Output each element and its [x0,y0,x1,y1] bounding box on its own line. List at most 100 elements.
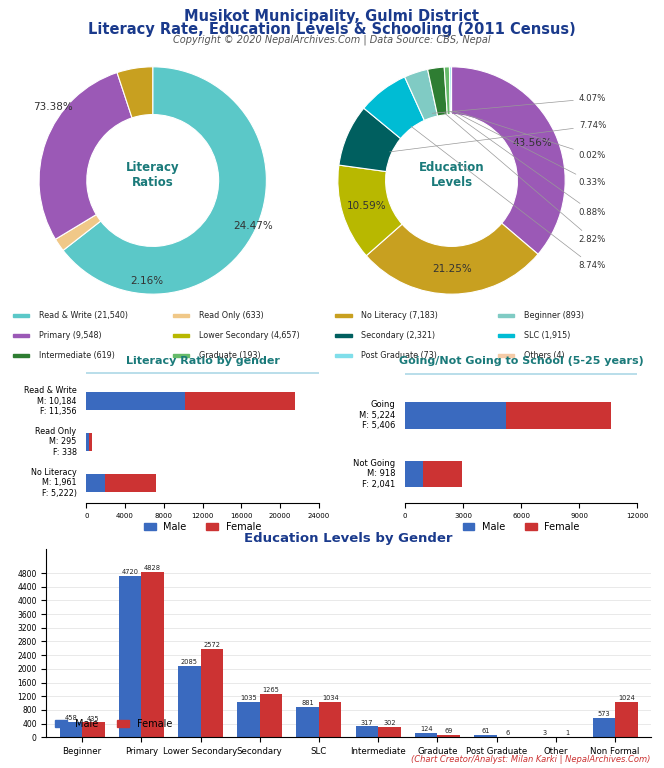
Bar [615,702,637,737]
Text: 2085: 2085 [181,659,198,665]
Text: Literacy
Ratios: Literacy Ratios [126,161,179,189]
Bar [335,334,351,337]
Wedge shape [364,77,424,138]
Bar [86,474,106,492]
Legend: Male, Female: Male, Female [140,518,265,536]
Text: Musikot Municipality, Gulmi District: Musikot Municipality, Gulmi District [185,9,479,25]
Bar [60,722,82,737]
Bar [185,392,295,410]
Bar [378,727,401,737]
Text: 3: 3 [542,730,546,737]
Bar [405,461,423,487]
Text: 0.02%: 0.02% [454,111,606,160]
Wedge shape [444,67,450,114]
Wedge shape [63,67,266,294]
Bar [82,723,104,737]
Bar [498,354,514,357]
Wedge shape [404,69,438,121]
Text: 573: 573 [598,711,610,717]
Text: No Literacy (7,183): No Literacy (7,183) [361,311,438,319]
Text: Intermediate (619): Intermediate (619) [39,351,115,360]
Text: 124: 124 [420,727,432,732]
Text: Beginner (893): Beginner (893) [524,311,584,319]
Text: 61: 61 [481,728,489,734]
Text: 6: 6 [506,730,510,737]
Title: Education Levels by Gender: Education Levels by Gender [244,532,453,545]
Bar [89,433,92,451]
Bar [335,313,351,317]
Text: 2.82%: 2.82% [444,112,606,244]
Text: 0.88%: 0.88% [451,111,606,217]
Bar [13,334,29,337]
Bar [13,354,29,357]
Bar [13,313,29,317]
Bar [498,334,514,337]
Text: 2572: 2572 [203,643,220,648]
Text: Read & Write (21,540): Read & Write (21,540) [39,311,128,319]
Title: Literacy Ratio by gender: Literacy Ratio by gender [125,356,280,366]
Legend: Male, Female: Male, Female [459,518,584,536]
Text: 317: 317 [361,720,373,726]
Wedge shape [55,214,101,250]
Bar [141,572,164,737]
Bar [296,707,319,737]
Bar [356,727,378,737]
Wedge shape [338,165,402,256]
Text: 881: 881 [301,700,314,707]
Bar [593,717,615,737]
Bar [498,313,514,317]
Text: 1: 1 [565,730,569,737]
Text: 1024: 1024 [618,695,635,701]
Text: 1265: 1265 [262,687,280,694]
Text: 458: 458 [64,715,77,720]
Bar [86,433,89,451]
Bar [415,733,438,737]
Bar [173,313,189,317]
Text: 4720: 4720 [122,569,139,575]
Text: (Chart Creator/Analyst: Milan Karki | NepalArchives.Com): (Chart Creator/Analyst: Milan Karki | Ne… [411,755,651,764]
Text: Lower Secondary (4,657): Lower Secondary (4,657) [199,331,299,340]
Wedge shape [450,67,452,114]
Text: Graduate (193): Graduate (193) [199,351,260,360]
Text: 8.74%: 8.74% [411,126,606,270]
Text: Primary (9,548): Primary (9,548) [39,331,102,340]
Text: 4.07%: 4.07% [432,94,606,114]
Text: 0.33%: 0.33% [454,111,606,187]
Bar [260,694,282,737]
Text: 2.16%: 2.16% [130,276,163,286]
Bar [86,392,185,410]
Title: Going/Not Going to School (5-25 years): Going/Not Going to School (5-25 years) [399,356,643,366]
Text: Copyright © 2020 NepalArchives.Com | Data Source: CBS, Nepal: Copyright © 2020 NepalArchives.Com | Dat… [173,35,491,45]
Bar [173,334,189,337]
Text: 10.59%: 10.59% [347,201,386,211]
Text: 7.74%: 7.74% [390,121,606,152]
Text: Post Graduate (73): Post Graduate (73) [361,351,437,360]
Bar [106,474,156,492]
Wedge shape [117,67,153,118]
Bar [506,402,611,429]
Wedge shape [367,223,538,294]
Wedge shape [339,108,400,171]
Bar [201,649,223,737]
Text: 1035: 1035 [240,695,257,701]
Bar [474,735,497,737]
Wedge shape [39,72,132,240]
Text: SLC (1,915): SLC (1,915) [524,331,570,340]
Bar [173,354,189,357]
Legend: Male, Female: Male, Female [51,715,176,733]
Bar [335,354,351,357]
Text: Others (4): Others (4) [524,351,564,360]
Wedge shape [452,67,565,254]
Text: Literacy Rate, Education Levels & Schooling (2011 Census): Literacy Rate, Education Levels & School… [88,22,576,37]
Text: 435: 435 [87,716,100,722]
Bar [119,576,141,737]
Wedge shape [428,67,448,116]
Text: 69: 69 [444,728,453,734]
Bar [237,702,260,737]
Text: 21.25%: 21.25% [432,264,472,274]
Bar [438,735,460,737]
Text: 73.38%: 73.38% [33,101,72,111]
Text: 1034: 1034 [322,695,339,701]
Text: Read Only (633): Read Only (633) [199,311,264,319]
Bar [178,666,201,737]
